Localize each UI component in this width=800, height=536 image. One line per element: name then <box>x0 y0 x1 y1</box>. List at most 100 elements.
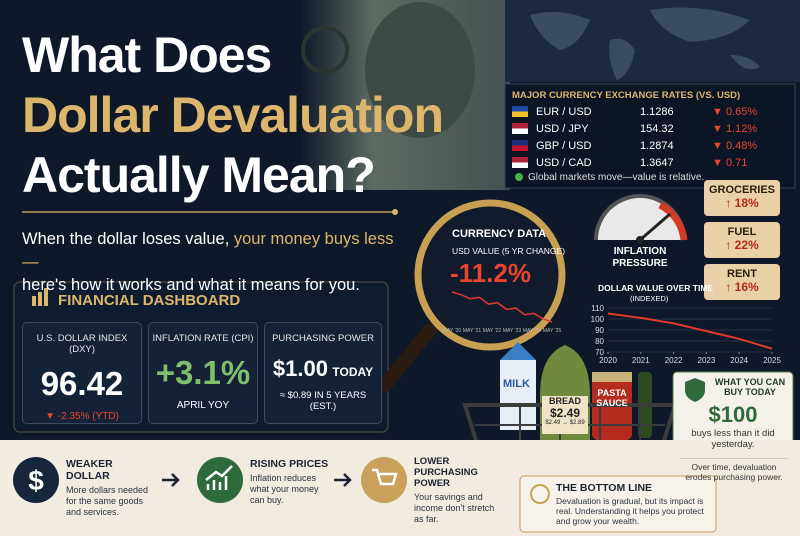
milk-label: MILK <box>503 378 530 390</box>
card: INFLATION RATE (CPI) +3.1% APRIL YOY <box>148 322 258 424</box>
portrait <box>365 2 475 138</box>
card-note: ▼ -2.35% (YTD) <box>45 411 119 422</box>
currency-change: ▼ 0.65% <box>712 106 758 118</box>
y-tick-label: 80 <box>595 337 604 346</box>
chart-title: DOLLAR VALUE OVER TIME <box>598 283 714 293</box>
tag-value: ↑ 22% <box>725 238 759 252</box>
card-value: 96.42 <box>40 365 124 402</box>
bread-price: $2.49 <box>549 406 581 420</box>
y-tick-label: 90 <box>595 326 604 335</box>
currency-pair: USD / JPY <box>536 123 589 135</box>
bread-change: $2.49 → $2.89 <box>545 420 585 426</box>
magnifier-lens <box>414 199 566 351</box>
tag-label: GROCERIES <box>708 184 775 196</box>
mag-x-label: MAY '20 <box>443 328 461 334</box>
currency-rate: 1.1286 <box>640 106 674 118</box>
currency-pair: GBP / USD <box>536 140 592 152</box>
step: LOWER PURCHASING POWER Your savings and i… <box>414 456 504 525</box>
step-title: RISING PRICES <box>250 458 329 470</box>
currency-change: ▼ 1.12% <box>712 123 758 135</box>
gauge-red-zone <box>658 201 688 241</box>
dollar-glyph: $ <box>28 465 44 496</box>
tag-label: RENT <box>727 268 757 280</box>
bar-icon <box>32 296 36 306</box>
cart-icon <box>361 457 407 503</box>
tag-label: FUEL <box>727 226 757 238</box>
currency-rate: 1.2874 <box>640 140 674 152</box>
bread-name: BREAD <box>548 396 581 406</box>
tag-value: ↑ 16% <box>725 280 759 294</box>
tag: FUEL ↑ 22% <box>704 222 780 258</box>
step-title: LOWER PURCHASING POWER <box>414 456 478 489</box>
currency-rate: 154.32 <box>640 123 674 135</box>
exchange-panel <box>504 83 796 189</box>
bottom-line-text: Devaluation is gradual, but its impact i… <box>556 496 704 526</box>
step-title: WEAKER DOLLAR <box>66 458 113 482</box>
card-value-row: $1.00 TODAY <box>265 356 381 382</box>
chart-subtitle: (INDEXED) <box>630 294 669 303</box>
mag-line <box>451 291 553 323</box>
title-line: What Does <box>22 27 272 83</box>
x-tick-label: 2024 <box>730 356 748 365</box>
rule-dot <box>392 209 398 215</box>
exchange-title: MAJOR CURRENCY EXCHANGE RATES (VS. USD) <box>512 90 741 101</box>
buy-footer: Over time, devaluation erodes purchasing… <box>680 458 788 482</box>
note-dot <box>515 173 523 181</box>
x-tick-label: 2022 <box>665 356 683 365</box>
buy-title: WHAT YOU CAN BUY TODAY <box>714 377 786 397</box>
title-line: Actually Mean? <box>22 147 376 203</box>
gauge-needle <box>639 212 671 242</box>
card-note: APRIL YOY <box>176 400 230 411</box>
currency-pair: USD / CAD <box>536 157 592 169</box>
mag-x-label: MAY '24 <box>523 328 541 334</box>
card-label: INFLATION RATE (CPI) <box>152 333 254 344</box>
bottom-line-title: THE BOTTOM LINE <box>556 482 653 494</box>
card-note: ≈ $0.89 IN 5 YEARS (EST.) <box>279 390 367 412</box>
sauce-label: PASTA SAUCE <box>596 388 628 408</box>
card: U.S. DOLLAR INDEX (DXY) 96.42 ▼ -2.35% (… <box>22 322 142 424</box>
value-line <box>607 312 773 350</box>
milk-top <box>500 342 536 360</box>
step: WEAKER DOLLAR More dollars needed for the… <box>66 458 158 518</box>
milk-carton <box>500 360 536 430</box>
x-tick-label: 2021 <box>632 356 650 365</box>
mag-x-label: MAY '23 <box>503 328 521 334</box>
step-text: More dollars needed for the same goods a… <box>66 485 149 517</box>
flag <box>512 140 528 151</box>
prices-icon <box>197 457 243 503</box>
step-text: Your savings and income don't stretch as… <box>414 492 495 524</box>
x-tick-label: 2025 <box>763 356 781 365</box>
mag-change: -11.2% <box>450 258 531 288</box>
card-value: $1.00 <box>272 356 328 381</box>
arrow <box>162 473 180 487</box>
buy-text: buys less than it did yesterday. <box>691 428 775 450</box>
flag <box>512 123 528 134</box>
flag <box>512 157 528 168</box>
subtitle-text: here's how it works and what it means fo… <box>22 276 360 294</box>
y-tick-label: 110 <box>591 304 604 313</box>
dollar-icon <box>13 457 59 503</box>
buy-amount: $100 <box>708 402 758 427</box>
jar-lid <box>592 372 632 382</box>
card: PURCHASING POWER $1.00 TODAY ≈ $0.89 IN … <box>264 322 382 424</box>
mag-title: CURRENCY DATA <box>452 228 547 240</box>
mag-x-label: MAY '21 <box>463 328 481 334</box>
currency-rate: 1.3647 <box>640 157 674 169</box>
mag-subtitle: USD VALUE (5 YR CHANGE) <box>452 246 566 256</box>
mag-x-label: MAY '25 <box>543 328 561 334</box>
bread-label: BREAD $2.49 $2.49 → $2.89 <box>542 396 588 434</box>
subtitle-text: When the dollar loses value, <box>22 230 234 248</box>
mag-x-label: MAY '22 <box>483 328 501 334</box>
y-tick-label: 100 <box>591 315 605 324</box>
tag: GROCERIES ↑ 18% <box>704 180 780 216</box>
magnifier-handle <box>378 323 437 392</box>
chart-glyph <box>205 465 233 490</box>
gauge-hub <box>636 236 644 244</box>
card-label: PURCHASING POWER <box>272 333 374 344</box>
card-label: U.S. DOLLAR INDEX (DXY) <box>36 333 128 355</box>
gauge-label: INFLATION PRESSURE <box>596 246 684 270</box>
shield-icon <box>685 378 705 402</box>
subtitle-highlight: your money buys less— <box>22 230 394 271</box>
tag: RENT ↑ 16% <box>704 264 780 300</box>
title-line: Dollar Devaluation <box>22 87 444 143</box>
